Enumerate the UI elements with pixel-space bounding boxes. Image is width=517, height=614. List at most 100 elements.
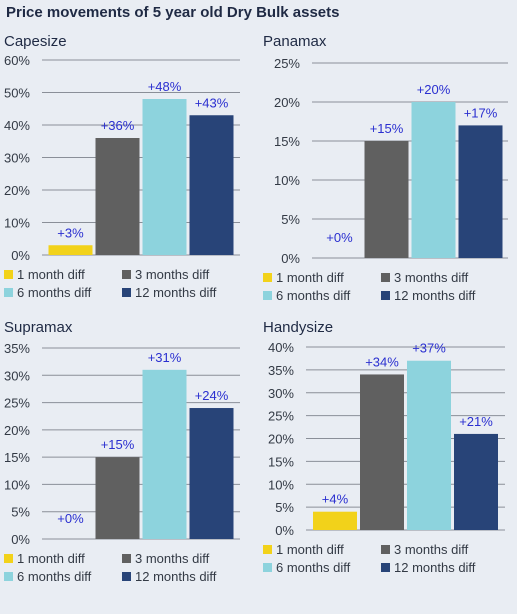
legend-swatch-6-months-diff bbox=[4, 288, 13, 297]
panel-title: Handysize bbox=[263, 319, 333, 336]
y-tick-label: 20% bbox=[268, 432, 294, 447]
legend-swatch-3-months-diff bbox=[122, 270, 131, 279]
data-label-6-months-diff: +48% bbox=[148, 79, 182, 94]
legend-swatch-1-month-diff bbox=[263, 545, 272, 554]
legend-label-1-month-diff: 1 month diff bbox=[276, 270, 344, 285]
chart-svg: Panamax 0% 5% 10% 15% 20% 25% +0% +15% +20% +17% 1 … bbox=[263, 33, 508, 303]
y-tick-label: 0% bbox=[281, 251, 300, 266]
chart-svg: Supramax 0% 5% 10% 15% 20% 25% 30% 35% +0% +15% +31… bbox=[4, 319, 240, 584]
y-tick-label: 0% bbox=[11, 532, 30, 547]
y-tick-label: 20% bbox=[274, 95, 300, 110]
data-label-6-months-diff: +37% bbox=[412, 341, 446, 356]
data-label-1-month-diff: +3% bbox=[57, 225, 84, 240]
bar-12-months-diff bbox=[458, 125, 503, 259]
legend-label-3-months-diff: 3 months diff bbox=[135, 551, 210, 566]
legend-label-6-months-diff: 6 months diff bbox=[276, 560, 351, 575]
bar-12-months-diff bbox=[454, 433, 498, 530]
chart-svg: Handysize 0% 5% 10% 15% 20% 25% 30% 35% 40% +4% +34… bbox=[263, 319, 505, 575]
y-tick-label: 5% bbox=[281, 212, 300, 227]
y-tick-label: 25% bbox=[4, 396, 30, 411]
legend-label-3-months-diff: 3 months diff bbox=[135, 267, 210, 282]
legend-label-6-months-diff: 6 months diff bbox=[17, 285, 92, 300]
y-tick-label: 30% bbox=[4, 368, 30, 383]
y-tick-label: 0% bbox=[275, 523, 294, 538]
y-tick-label: 10% bbox=[4, 216, 30, 231]
y-tick-label: 25% bbox=[274, 56, 300, 71]
legend-label-12-months-diff: 12 months diff bbox=[394, 288, 476, 303]
data-label-6-months-diff: +31% bbox=[148, 350, 182, 365]
legend-label-12-months-diff: 12 months diff bbox=[135, 285, 217, 300]
legend-label-3-months-diff: 3 months diff bbox=[394, 542, 469, 557]
bar-3-months-diff bbox=[364, 141, 409, 258]
y-tick-label: 40% bbox=[268, 340, 294, 355]
legend-label-1-month-diff: 1 month diff bbox=[276, 542, 344, 557]
data-label-1-month-diff: +0% bbox=[57, 511, 84, 526]
chart-supramax: Supramax 0% 5% 10% 15% 20% 25% 30% 35% +0% +15% +31… bbox=[0, 316, 258, 608]
bar-6-months-diff bbox=[142, 99, 187, 255]
y-tick-label: 10% bbox=[4, 477, 30, 492]
y-tick-label: 20% bbox=[4, 423, 30, 438]
legend-swatch-3-months-diff bbox=[381, 545, 390, 554]
legend-label-3-months-diff: 3 months diff bbox=[394, 270, 469, 285]
legend-swatch-3-months-diff bbox=[122, 554, 131, 563]
page-title: Price movements of 5 year old Dry Bulk a… bbox=[6, 4, 340, 21]
legend-swatch-3-months-diff bbox=[381, 273, 390, 282]
data-label-1-month-diff: +0% bbox=[326, 230, 353, 245]
legend-label-12-months-diff: 12 months diff bbox=[394, 560, 476, 575]
legend-swatch-12-months-diff bbox=[381, 563, 390, 572]
legend-swatch-12-months-diff bbox=[122, 572, 131, 581]
bar-3-months-diff bbox=[95, 457, 140, 539]
y-tick-label: 10% bbox=[274, 173, 300, 188]
chart-panamax: Panamax 0% 5% 10% 15% 20% 25% +0% +15% +20% +17% 1 … bbox=[259, 30, 517, 322]
y-tick-label: 60% bbox=[4, 53, 30, 68]
data-label-3-months-diff: +15% bbox=[370, 121, 404, 136]
data-label-3-months-diff: +36% bbox=[101, 118, 135, 133]
panel-title: Capesize bbox=[4, 33, 67, 50]
panel-title: Panamax bbox=[263, 33, 327, 50]
bar-12-months-diff bbox=[189, 408, 234, 539]
data-label-6-months-diff: +20% bbox=[417, 82, 451, 97]
data-label-12-months-diff: +21% bbox=[459, 414, 493, 429]
bar-1-month-diff bbox=[313, 511, 357, 530]
legend-label-1-month-diff: 1 month diff bbox=[17, 551, 85, 566]
y-tick-label: 50% bbox=[4, 86, 30, 101]
chart-handysize: Handysize 0% 5% 10% 15% 20% 25% 30% 35% 40% +4% +34… bbox=[259, 316, 517, 608]
panel-title: Supramax bbox=[4, 319, 73, 336]
legend-swatch-6-months-diff bbox=[263, 291, 272, 300]
legend-label-6-months-diff: 6 months diff bbox=[17, 569, 92, 584]
legend-label-6-months-diff: 6 months diff bbox=[276, 288, 351, 303]
y-tick-label: 15% bbox=[274, 134, 300, 149]
legend-swatch-12-months-diff bbox=[122, 288, 131, 297]
bar-1-month-diff bbox=[48, 245, 93, 255]
bar-6-months-diff bbox=[142, 369, 187, 539]
y-tick-label: 15% bbox=[4, 450, 30, 465]
legend-swatch-6-months-diff bbox=[263, 563, 272, 572]
y-tick-label: 40% bbox=[4, 118, 30, 133]
legend-label-1-month-diff: 1 month diff bbox=[17, 267, 85, 282]
data-label-12-months-diff: +43% bbox=[195, 95, 229, 110]
data-label-12-months-diff: +24% bbox=[195, 388, 229, 403]
y-tick-label: 15% bbox=[268, 454, 294, 469]
chart-capesize: Capesize 0% 10% 20% 30% 40% 50% 60% +3% +36% +48% +… bbox=[0, 30, 258, 322]
chart-svg: Capesize 0% 10% 20% 30% 40% 50% 60% +3% +36% +48% +… bbox=[4, 33, 240, 300]
bar-3-months-diff bbox=[95, 138, 140, 255]
y-tick-label: 20% bbox=[4, 183, 30, 198]
bar-3-months-diff bbox=[360, 374, 404, 530]
bar-6-months-diff bbox=[407, 360, 451, 530]
legend-swatch-12-months-diff bbox=[381, 291, 390, 300]
y-tick-label: 30% bbox=[268, 386, 294, 401]
data-label-3-months-diff: +15% bbox=[101, 437, 135, 452]
y-tick-label: 5% bbox=[275, 500, 294, 515]
y-tick-label: 35% bbox=[268, 363, 294, 378]
bar-12-months-diff bbox=[189, 115, 234, 255]
data-label-3-months-diff: +34% bbox=[365, 354, 399, 369]
legend-swatch-1-month-diff bbox=[4, 270, 13, 279]
y-tick-label: 10% bbox=[268, 477, 294, 492]
data-label-12-months-diff: +17% bbox=[464, 105, 498, 120]
bar-6-months-diff bbox=[411, 102, 456, 258]
y-tick-label: 5% bbox=[11, 505, 30, 520]
data-label-1-month-diff: +4% bbox=[322, 492, 349, 507]
y-tick-label: 25% bbox=[268, 409, 294, 424]
y-tick-label: 0% bbox=[11, 248, 30, 263]
y-tick-label: 35% bbox=[4, 341, 30, 356]
